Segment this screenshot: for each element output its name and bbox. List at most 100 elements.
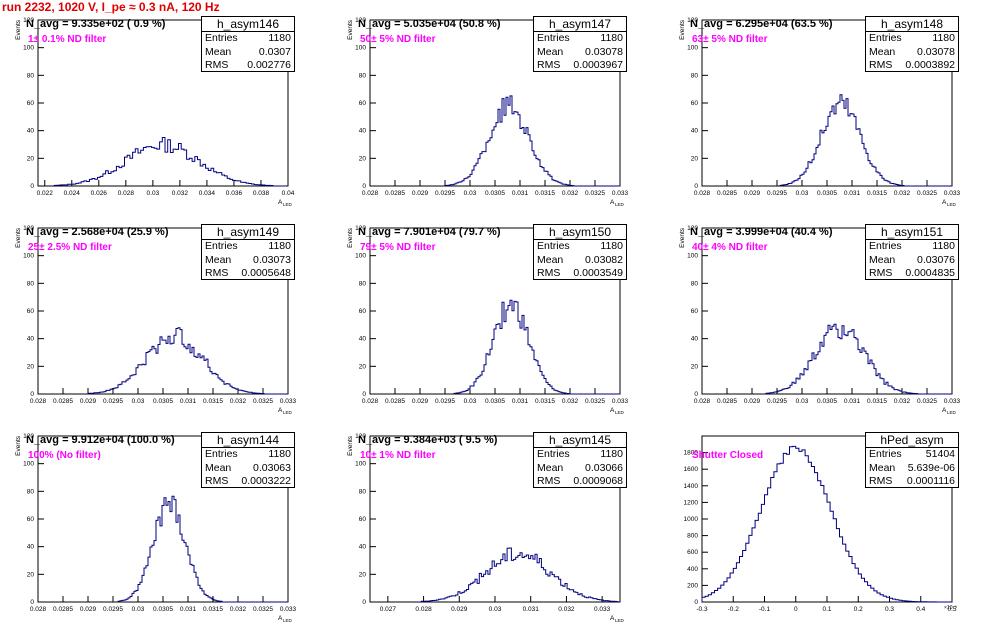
x-tick-label: 0.033	[280, 606, 297, 613]
x-tick-label: 0.028	[362, 190, 379, 197]
x-tick-label: 0.024	[64, 190, 81, 197]
stat-key: RMS	[537, 475, 561, 487]
y-tick-label: 60	[359, 100, 367, 107]
x-axis-label: A	[278, 199, 283, 206]
y-tick-label: 100	[355, 253, 366, 260]
x-axis-label: A	[942, 199, 947, 206]
stat-box-title: h_asym147	[534, 17, 626, 32]
x-tick-label: 0.029	[744, 398, 761, 405]
y-tick-label: 100	[355, 45, 366, 52]
y-axis-label: Events	[679, 227, 686, 248]
n-avg-label: N_avg = 2.568e+04 (25.9 %)	[26, 226, 169, 238]
y-tick-label: 100	[23, 253, 34, 260]
y-tick-label: 120	[23, 433, 34, 440]
stat-box-title: h_asym144	[202, 433, 294, 448]
stat-row-rms: RMS 0.0009068	[534, 475, 626, 489]
y-tick-label: 60	[27, 308, 35, 315]
stat-box: h_asym148 Entries 1180 Mean 0.03078 RMS 0.0003…	[865, 16, 959, 72]
x-tick-label: 0.033	[944, 190, 961, 197]
x-tick-label: 0.0305	[153, 398, 173, 405]
y-tick-label: 80	[359, 488, 367, 495]
filter-label: 40± 4% ND filter	[692, 242, 768, 253]
stat-row-rms: RMS 0.0003222	[202, 475, 294, 489]
x-tick-label: 0.032	[230, 398, 247, 405]
histogram-svg: 0 20 40 60 80 100 120 0.028 0.0285 0.029 0.0295 0.0…	[15, 225, 297, 415]
n-avg-label: N_avg = 6.295e+04 (63.5 %)	[690, 18, 833, 30]
x-tick-label: 0.0295	[767, 190, 787, 197]
stat-key: RMS	[869, 59, 893, 71]
y-tick-label: 80	[359, 280, 367, 287]
x-tick-label: 0.0285	[53, 398, 73, 405]
y-tick-label: 120	[687, 17, 698, 24]
x-tick-label: 0.0305	[817, 398, 837, 405]
stat-key: RMS	[537, 267, 561, 279]
stat-row-entries: Entries 1180	[202, 448, 294, 462]
stat-value: 0.03063	[253, 461, 291, 474]
x-axis-label-subscript: LED	[947, 202, 957, 207]
stat-box-title: h_asym150	[534, 225, 626, 240]
histogram-line	[765, 323, 952, 395]
stat-row-rms: RMS 0.0003549	[534, 267, 626, 281]
x-axis-label: A	[278, 615, 283, 622]
y-tick-label: 60	[691, 308, 699, 315]
y-tick-label: 80	[691, 72, 699, 79]
histogram-panel-h_asym151: 0 20 40 60 80 100 120 0.028 0.0285 0.029 0.0295 0.0…	[672, 224, 992, 428]
filter-label: 79± 5% ND filter	[360, 242, 436, 253]
y-tick-label: 20	[27, 571, 35, 578]
x-tick-label: 0.032	[894, 190, 911, 197]
x-tick-label: 0.0315	[203, 398, 223, 405]
stat-key: Mean	[869, 461, 896, 474]
stat-value: 0.0003892	[905, 59, 955, 71]
x-tick-label: 0.0285	[717, 398, 737, 405]
x-tick-label: 0.032	[172, 190, 189, 197]
x-tick-label: 0.0325	[253, 398, 273, 405]
stat-key: RMS	[869, 475, 893, 487]
histogram-svg: 0 20 40 60 80 100 120 0.028 0.0285 0.029 0.0295 0.0…	[679, 225, 961, 415]
x-tick-label: 0.0285	[385, 190, 405, 197]
x-tick-label: 0.0295	[435, 190, 455, 197]
x-tick-label: 0.4	[916, 606, 925, 613]
y-tick-label: 20	[691, 155, 699, 162]
stat-value: 1180	[932, 240, 955, 252]
x-tick-label: 0.031	[512, 190, 529, 197]
y-tick-label: 100	[23, 45, 34, 52]
x-tick-label: 0.033	[612, 398, 629, 405]
y-tick-label: 60	[27, 516, 35, 523]
x-tick-label: 0.034	[199, 190, 216, 197]
stat-row-mean: Mean 0.03066	[534, 462, 626, 476]
stat-value: 51404	[925, 448, 955, 460]
x-tick-label: 0.5	[947, 606, 956, 613]
stat-key: Entries	[869, 240, 902, 252]
stat-row-entries: Entries 1180	[534, 240, 626, 254]
stat-row-rms: RMS 0.002776	[202, 59, 294, 73]
x-tick-label: 0.028	[30, 398, 47, 405]
y-tick-label: 0	[362, 599, 366, 606]
x-tick-label: 0.033	[944, 398, 961, 405]
histogram-line	[701, 445, 952, 603]
stat-value: 0.0009068	[573, 475, 623, 487]
y-tick-label: 0	[362, 183, 366, 190]
stat-row-mean: Mean 0.0307	[202, 46, 294, 60]
x-tick-label: 0.032	[562, 190, 579, 197]
x-tick-label: 0.0295	[103, 398, 123, 405]
stat-row-mean: Mean 5.639e-06	[866, 462, 958, 476]
x-tick-label: 0.0305	[817, 190, 837, 197]
stat-row-entries: Entries 1180	[866, 32, 958, 46]
y-axis-label: Events	[15, 227, 22, 248]
histogram-svg: 0 20 40 60 80 100 120 0.028 0.0285 0.029 0.0295 0.0…	[679, 17, 961, 207]
y-tick-label: 0	[694, 183, 698, 190]
stat-value: 0.03073	[253, 253, 291, 266]
histogram-line	[445, 95, 620, 187]
histogram-panel-h_asym144: 0 20 40 60 80 100 120 0.028 0.0285 0.029 0.0295 0.0…	[8, 432, 328, 636]
stat-key: Mean	[537, 45, 564, 58]
x-tick-label: 0.2	[854, 606, 863, 613]
y-tick-label: 60	[359, 308, 367, 315]
y-axis-label: Events	[15, 19, 22, 40]
x-axis-label: A	[278, 407, 283, 414]
y-tick-label: 0	[694, 391, 698, 398]
x-tick-label: 0.03	[464, 398, 477, 405]
y-tick-label: 20	[359, 571, 367, 578]
x-tick-label: 0.028	[694, 398, 711, 405]
stat-row-mean: Mean 0.03078	[534, 46, 626, 60]
y-tick-label: 120	[23, 225, 34, 232]
